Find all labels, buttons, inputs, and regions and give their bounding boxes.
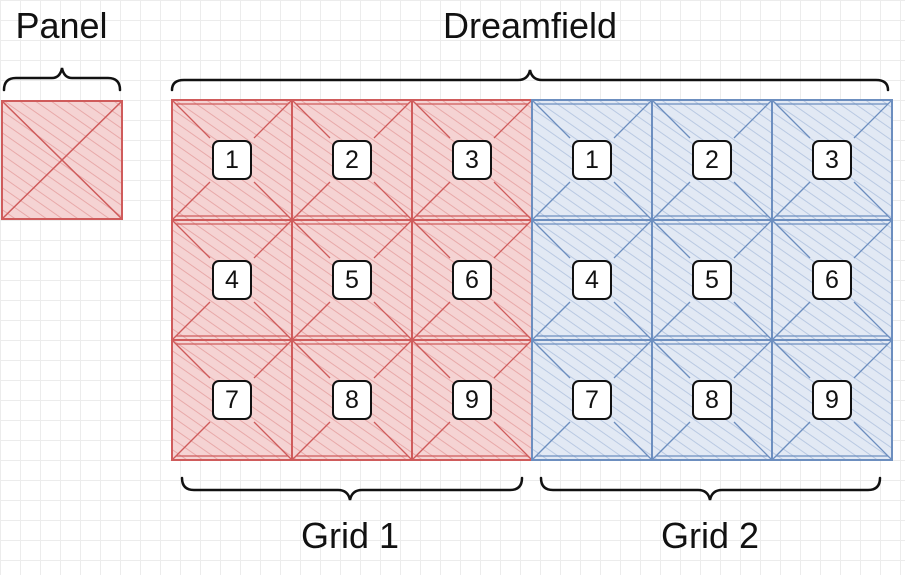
grid1-label: Grid 1 xyxy=(300,515,400,556)
panel-shape xyxy=(1,100,123,220)
grid-1-cell-label: 8 xyxy=(332,380,372,420)
grid-2-cell-label: 8 xyxy=(692,380,732,420)
grid-1-cell-label: 6 xyxy=(452,260,492,300)
grid-1-cell-2 xyxy=(291,99,413,221)
panel-label: Panel xyxy=(15,5,108,46)
grid-1-cell-label: 9 xyxy=(452,380,492,420)
grid-1-cell-label: 3 xyxy=(452,140,492,180)
grid2-bracket xyxy=(539,476,882,501)
grid-2-cell-label: 3 xyxy=(812,140,852,180)
grid-1-cell-label: 4 xyxy=(212,260,252,300)
grid-2-cell-label: 1 xyxy=(572,140,612,180)
grid-2-cell-label: 9 xyxy=(812,380,852,420)
dreamfield-bracket xyxy=(170,69,890,92)
grid-2-cell-label: 4 xyxy=(572,260,612,300)
panel-bracket xyxy=(2,67,122,92)
grid-1-cell-5 xyxy=(291,219,413,341)
grid-1-cell-label: 5 xyxy=(332,260,372,300)
grid-2-cell-label: 6 xyxy=(812,260,852,300)
grid-2-cell-label: 7 xyxy=(572,380,612,420)
grid1-bracket xyxy=(180,476,524,501)
grid-2-cell-label: 5 xyxy=(692,260,732,300)
dreamfield-label: Dreamfield xyxy=(442,5,618,46)
grid-1-cell-label: 1 xyxy=(212,140,252,180)
grid-1-cell-label: 2 xyxy=(332,140,372,180)
grid2-label: Grid 2 xyxy=(660,515,760,556)
grid-1-cell-label: 7 xyxy=(212,380,252,420)
grid-2-cell-label: 2 xyxy=(692,140,732,180)
